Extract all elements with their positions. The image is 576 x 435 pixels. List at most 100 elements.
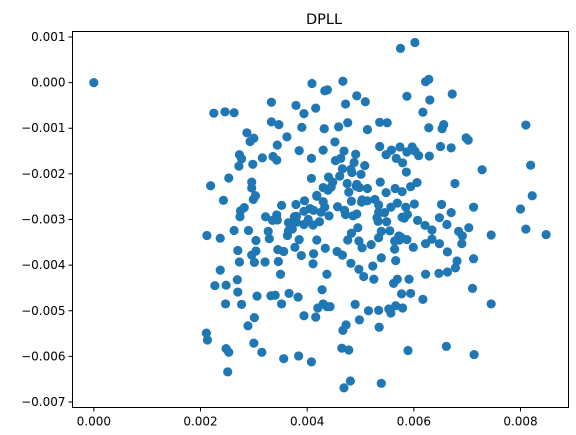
data-point (408, 242, 418, 252)
data-point (352, 91, 362, 101)
data-point (375, 141, 385, 152)
data-point (382, 217, 392, 227)
data-point (402, 209, 413, 220)
data-point (311, 103, 321, 113)
y-tick-label: −0.007 (21, 395, 65, 409)
data-point (275, 269, 286, 279)
data-point (434, 239, 445, 249)
data-point (420, 239, 431, 249)
data-point (89, 78, 99, 88)
data-point (468, 202, 479, 212)
data-point (447, 89, 457, 99)
data-point (442, 219, 452, 230)
data-point (337, 343, 347, 353)
data-point (245, 136, 255, 147)
data-point (477, 165, 487, 175)
data-point (338, 76, 348, 86)
data-point (282, 230, 293, 241)
x-tick-label: 0.006 (397, 415, 431, 429)
data-point (395, 142, 405, 152)
data-point (350, 299, 360, 309)
data-point (468, 254, 479, 264)
data-point (351, 149, 361, 159)
data-point (215, 233, 225, 243)
data-point (319, 124, 329, 134)
data-point (376, 253, 386, 263)
data-point (450, 178, 460, 189)
data-point (346, 228, 357, 238)
x-axis: 0.000 0.002 0.004 0.006 0.008 (77, 407, 538, 429)
data-point (229, 108, 239, 118)
data-point (209, 108, 219, 118)
data-point (266, 97, 277, 107)
data-point (234, 161, 244, 171)
data-point (375, 117, 385, 127)
y-tick-label: −0.003 (21, 213, 65, 227)
data-point (318, 145, 328, 155)
data-point (515, 204, 526, 214)
y-axis: 0.001 0.000 −0.001 −0.002 −0.003 −0.004 −0.005… (21, 30, 73, 409)
data-point (357, 243, 367, 253)
data-point (356, 197, 367, 207)
data-point (202, 230, 212, 241)
data-point (346, 196, 357, 206)
data-point (379, 208, 390, 218)
data-point (264, 234, 274, 244)
data-point (224, 347, 234, 357)
data-point (486, 230, 496, 240)
data-point (250, 191, 261, 201)
data-point (359, 271, 369, 282)
data-point (442, 247, 453, 257)
data-point (356, 169, 366, 179)
data-point (294, 146, 304, 156)
data-point (402, 91, 412, 101)
data-point (360, 97, 370, 107)
data-point (457, 231, 467, 241)
data-point (299, 109, 309, 119)
data-point (339, 383, 349, 393)
data-point (403, 345, 413, 356)
data-point (370, 194, 380, 205)
data-point (312, 235, 322, 245)
data-point (274, 119, 284, 130)
data-point (397, 187, 407, 197)
data-point (308, 205, 319, 215)
data-point (369, 274, 379, 284)
data-point (249, 313, 259, 323)
data-point (401, 167, 411, 177)
data-point (406, 288, 416, 299)
data-point (206, 181, 216, 191)
data-point (236, 299, 247, 309)
data-point (360, 161, 370, 171)
data-point (306, 173, 317, 184)
data-point (326, 182, 336, 192)
data-point (243, 321, 253, 331)
y-tick-label: −0.002 (21, 167, 65, 181)
data-point (395, 43, 406, 53)
data-point (249, 257, 259, 267)
data-point (249, 338, 259, 348)
data-point (234, 257, 245, 267)
data-point (390, 244, 400, 254)
data-point (248, 159, 258, 169)
data-point (257, 153, 267, 163)
data-point (391, 301, 401, 311)
data-point (425, 95, 435, 105)
y-tick-label: −0.006 (21, 349, 65, 363)
data-point (343, 235, 353, 245)
data-point (233, 245, 243, 256)
data-point (299, 206, 309, 216)
data-point (424, 151, 434, 161)
data-point (410, 37, 420, 48)
y-tick-label: −0.001 (21, 121, 65, 135)
data-point (435, 141, 446, 152)
data-point (434, 268, 444, 278)
data-point (337, 164, 347, 174)
data-point (306, 357, 317, 367)
data-point (273, 256, 283, 267)
data-point (450, 263, 461, 273)
data-point (427, 225, 437, 235)
data-point (436, 199, 447, 210)
data-point (201, 328, 211, 338)
